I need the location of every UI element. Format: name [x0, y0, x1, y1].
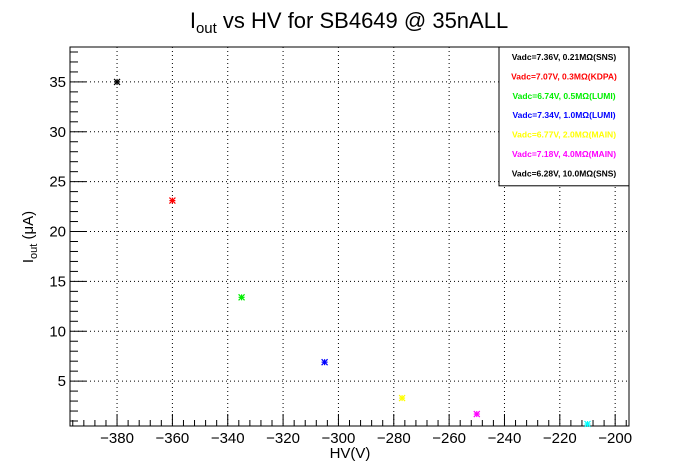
- legend: Vadc=7.36V, 0.21MΩ(SNS) Vadc=7.07V, 0.3MΩ…: [498, 46, 630, 187]
- data-point: [321, 358, 329, 366]
- legend-box: [498, 46, 630, 187]
- legend-entry: Vadc=7.36V, 0.21MΩ(SNS): [512, 52, 617, 62]
- y-tick-label: 30: [49, 124, 66, 141]
- x-tick-label: −360: [155, 430, 189, 447]
- y-tick-label: 15: [49, 273, 66, 290]
- data-point: [473, 410, 481, 418]
- x-tick-label: −340: [211, 430, 245, 447]
- x-axis-label: HV(V): [330, 445, 371, 462]
- y-tick-label: 10: [49, 323, 66, 340]
- x-tick-label: −220: [543, 430, 577, 447]
- x-tick-label: −320: [266, 430, 300, 447]
- x-tick-label: −260: [432, 430, 466, 447]
- data-points: [113, 78, 591, 428]
- tick-labels: −380 −360 −340 −320 −300 −280 −260 −240 −220 −200…: [49, 74, 632, 447]
- data-point: [584, 420, 591, 428]
- legend-entry: Vadc=7.18V, 4.0MΩ(MAIN): [512, 149, 616, 159]
- data-point-stroke: [238, 293, 245, 301]
- legend-entry: Vadc=7.34V, 1.0MΩ(LUMI): [512, 110, 615, 120]
- legend-entry: Vadc=6.74V, 0.5MΩ(LUMI): [512, 91, 615, 101]
- y-tick-label: 20: [49, 224, 66, 241]
- x-tick-label: −300: [322, 430, 356, 447]
- y-axis-label: Iout (μA): [20, 211, 40, 263]
- chart-title: Iout vs HV for SB4649 @ 35nALL: [190, 8, 508, 37]
- data-point: [398, 394, 406, 402]
- data-point: [113, 78, 121, 86]
- data-point-stroke: [321, 358, 329, 366]
- x-tick-label: −280: [377, 430, 411, 447]
- legend-entry: Vadc=7.07V, 0.3MΩ(KDPA): [511, 71, 617, 81]
- y-tick-label: 25: [49, 174, 66, 191]
- axis-ticks: [70, 51, 627, 426]
- data-point-stroke: [168, 197, 176, 205]
- data-point-stroke: [473, 410, 481, 418]
- data-point: [168, 197, 176, 205]
- data-point-stroke: [398, 394, 406, 402]
- legend-entry: Vadc=6.28V, 10.0MΩ(SNS): [512, 168, 617, 178]
- data-point: [238, 293, 245, 301]
- x-tick-label: −380: [100, 430, 134, 447]
- data-point-stroke: [584, 420, 591, 428]
- x-tick-label: −240: [488, 430, 522, 447]
- y-tick-label: 5: [58, 373, 66, 390]
- y-tick-label: 35: [49, 74, 66, 91]
- legend-entry: Vadc=6.77V, 2.0MΩ(MAIN): [512, 130, 616, 140]
- x-tick-label: −200: [598, 430, 632, 447]
- data-point-stroke: [113, 78, 121, 86]
